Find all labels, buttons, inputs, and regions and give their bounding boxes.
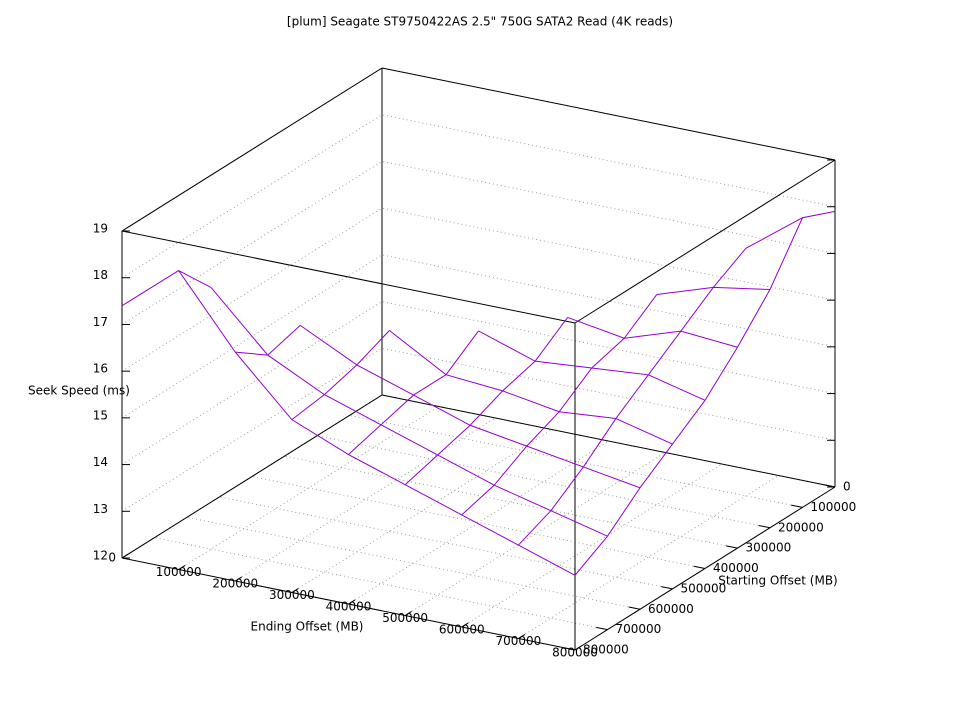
- x-tick: [121, 553, 129, 559]
- surface-row: [299, 324, 641, 489]
- z-tick-label: 16: [93, 362, 108, 376]
- surface-column: [235, 324, 301, 356]
- surface-row: [210, 287, 608, 537]
- z-axis-label: Seek Speed (ms): [28, 384, 130, 398]
- surface-row: [745, 217, 803, 249]
- y-tick: [596, 626, 608, 631]
- y-tick: [563, 647, 576, 651]
- y-tick: [791, 504, 803, 508]
- z-tick-label: 15: [93, 408, 108, 422]
- y-tick-label: 700000: [616, 622, 662, 636]
- surface-row: [478, 330, 706, 401]
- x-tick-label: 200000: [212, 577, 258, 591]
- floor-grid-line: [404, 452, 666, 616]
- wall-grid-line: [121, 207, 836, 372]
- x-tick: [291, 588, 299, 593]
- surface-column: [348, 330, 479, 455]
- z-tick-label: 17: [93, 315, 108, 329]
- x-tick-label: 300000: [269, 588, 315, 602]
- floor-grid-line: [348, 440, 609, 605]
- box-edge: [121, 230, 576, 324]
- surface-column: [461, 294, 658, 516]
- y-tick: [693, 565, 706, 569]
- y-axis-label: Starting Offset (MB): [718, 574, 838, 588]
- x-tick: [234, 576, 243, 582]
- y-tick: [758, 524, 771, 529]
- wall-grid-line: [121, 254, 836, 419]
- x-tick: [518, 634, 526, 639]
- z-tick-label: 19: [93, 222, 108, 236]
- z-tick-label: 14: [93, 455, 108, 469]
- surface-column: [178, 270, 212, 288]
- surface-row: [567, 316, 738, 348]
- x-tick-label: 500000: [382, 611, 428, 625]
- z-tick-label: 12: [93, 549, 108, 563]
- x-tick-label: 600000: [439, 623, 485, 637]
- z-tick-label: 13: [93, 502, 108, 516]
- x-tick: [348, 599, 356, 605]
- floor-grid-line: [316, 435, 771, 529]
- wall-grid-line: [121, 114, 836, 279]
- x-tick-label: 700000: [495, 634, 541, 648]
- surface-column: [518, 247, 747, 546]
- surface-row: [389, 330, 673, 445]
- y-tick-label: 100000: [811, 500, 857, 514]
- y-tick-label: 800000: [583, 643, 629, 657]
- wall-grid-line: [121, 347, 836, 512]
- wall-grid-line: [121, 301, 836, 465]
- x-tick: [574, 645, 582, 651]
- surface-column: [574, 210, 836, 576]
- y-tick-label: 0: [843, 480, 851, 494]
- surface-column: [291, 330, 390, 421]
- x-tick: [178, 565, 186, 570]
- y-tick-label: 400000: [713, 561, 759, 575]
- box-edge: [121, 67, 383, 232]
- x-tick-label: 800000: [552, 646, 598, 660]
- wall-grid-line: [121, 160, 836, 325]
- floor-grid-line: [284, 455, 738, 549]
- x-axis-label: Ending Offset (MB): [251, 620, 364, 634]
- box-edge: [381, 67, 836, 161]
- surface-row: [121, 269, 576, 576]
- chart-title: [plum] Seagate ST9750422AS 2.5" 750G SAT…: [287, 15, 673, 29]
- wall-grid-line: [121, 67, 836, 232]
- box-edge: [121, 394, 383, 559]
- z-tick-label: 18: [93, 268, 108, 282]
- x-tick-label: 100000: [156, 565, 202, 579]
- surface-column: [404, 317, 569, 486]
- y-tick-label: 300000: [746, 541, 792, 555]
- y-tick-label: 500000: [681, 581, 727, 595]
- y-tick-label: 600000: [648, 602, 694, 616]
- x-tick-label: 0: [108, 551, 116, 565]
- y-tick: [726, 545, 738, 549]
- x-tick-label: 400000: [326, 600, 372, 614]
- x-tick: [461, 622, 469, 628]
- x-tick: [404, 611, 412, 616]
- y-tick-label: 200000: [778, 520, 824, 534]
- floor-grid-line: [219, 496, 673, 590]
- surface-row: [656, 286, 771, 296]
- box-edge: [574, 159, 836, 324]
- y-tick: [628, 606, 641, 610]
- y-tick: [661, 586, 673, 590]
- box-edge: [381, 394, 836, 488]
- floor-grid-line: [234, 417, 496, 582]
- floor-grid-line: [251, 476, 706, 569]
